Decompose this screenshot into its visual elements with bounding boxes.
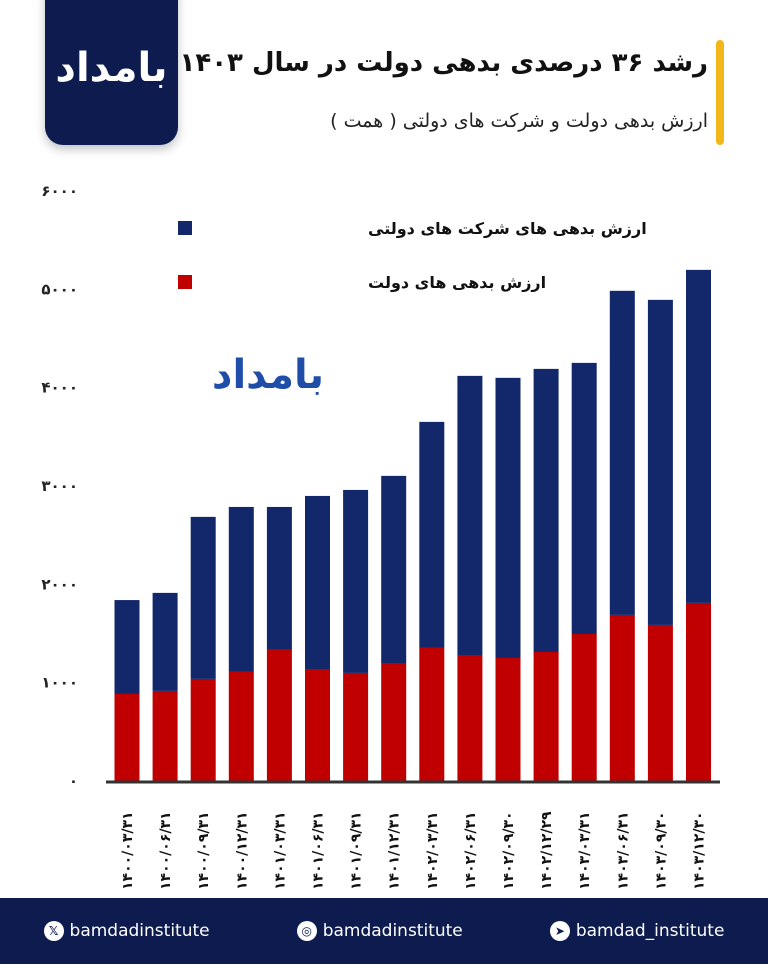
y-tick-label: ۲۰۰۰ xyxy=(41,575,78,593)
bar-companies xyxy=(152,592,178,691)
bar-companies xyxy=(190,516,216,679)
bar-government xyxy=(419,647,445,781)
bar-companies xyxy=(571,362,597,634)
x-tick-label: ۱۴۰۰/۰۶/۳۱ xyxy=(158,811,174,890)
bar-government xyxy=(266,649,292,781)
y-tick-label: ۶۰۰۰ xyxy=(41,182,78,200)
bar-government xyxy=(381,663,407,781)
x-tick-label: ۱۴۰۱/۰۹/۳۱ xyxy=(349,811,365,890)
x-tick-label: ۱۴۰۰/۰۹/۳۱ xyxy=(196,811,212,890)
instagram-icon: ◎ xyxy=(296,921,317,941)
x-tick-label: ۱۴۰۱/۱۲/۳۱ xyxy=(387,811,403,890)
bar-companies xyxy=(609,290,635,615)
x-tick-label: ۱۴۰۳/۰۶/۳۱ xyxy=(615,811,631,890)
logo: بامداد xyxy=(45,0,178,145)
bar-companies xyxy=(266,506,292,650)
y-tick-label: ۰ xyxy=(69,772,78,790)
bar-government xyxy=(343,672,369,781)
bar-government xyxy=(571,633,597,781)
x-tick-label: ۱۴۰۰/۱۲/۳۱ xyxy=(234,811,250,890)
legend-label: ارزش بدهی های شرکت های دولتی xyxy=(368,219,647,238)
x-tick-label: ۱۴۰۳/۰۹/۳۰ xyxy=(653,811,669,890)
bar-government xyxy=(457,655,483,781)
logo-text: بامداد xyxy=(55,44,169,91)
bar-government xyxy=(228,671,254,781)
bar-companies xyxy=(647,299,673,625)
x-tick-label: ۱۴۰۰/۰۳/۳۱ xyxy=(120,811,136,890)
bar-government xyxy=(114,693,140,781)
bar-government xyxy=(190,678,216,781)
y-tick-label: ۵۰۰۰ xyxy=(41,280,78,298)
y-tick-label: ۱۰۰۰ xyxy=(41,674,78,692)
bar-companies xyxy=(228,506,254,672)
watermark-logo: بامداد xyxy=(212,352,324,398)
bar-companies xyxy=(686,269,711,603)
bar-companies xyxy=(381,475,407,663)
bar-companies xyxy=(305,495,330,669)
bar-companies xyxy=(495,377,521,658)
handle: bamdad_institute xyxy=(575,921,725,941)
y-tick-label: ۴۰۰۰ xyxy=(41,379,78,397)
x-tick-label: ۱۴۰۲/۰۶/۳۱ xyxy=(463,811,479,890)
x-tick-label: ۱۴۰۱/۰۶/۳۱ xyxy=(311,811,327,890)
legend-swatch xyxy=(178,221,192,235)
bar-government xyxy=(609,614,635,781)
x-tick-label: ۱۴۰۱/۰۳/۳۱ xyxy=(272,811,288,890)
x-icon: 𝕏 xyxy=(43,921,64,941)
social-telegram[interactable]: ➤ bamdad_institute xyxy=(549,921,725,941)
accent-bar xyxy=(716,40,724,145)
handle: bamdadinstitute xyxy=(322,921,463,941)
handle: bamdadinstitute xyxy=(69,921,210,941)
bar-government xyxy=(152,690,178,781)
bar-government xyxy=(647,624,673,781)
bar-companies xyxy=(343,489,369,673)
x-tick-label: ۱۴۰۳/۱۲/۳۰ xyxy=(692,811,708,890)
page-title: رشد ۳۶ درصدی بدهی دولت در سال ۱۴۰۳ xyxy=(179,48,708,78)
legend-swatch xyxy=(178,275,192,289)
telegram-icon: ➤ xyxy=(549,921,570,941)
y-tick-label: ۳۰۰۰ xyxy=(41,477,78,495)
x-tick-label: ۱۴۰۲/۰۹/۳۰ xyxy=(501,811,517,890)
x-tick-label: ۱۴۰۲/۰۳/۳۱ xyxy=(425,811,441,890)
bar-companies xyxy=(114,600,140,694)
x-tick-label: ۱۴۰۳/۰۳/۳۱ xyxy=(577,811,593,890)
bar-government xyxy=(305,668,330,781)
legend-label: ارزش بدهی های دولت xyxy=(368,273,546,292)
social-instagram[interactable]: ◎ bamdadinstitute xyxy=(296,921,463,941)
bar-companies xyxy=(533,368,559,652)
x-tick-label: ۱۴۰۲/۱۲/۲۹ xyxy=(539,811,555,890)
bar-government xyxy=(533,651,559,781)
bar-government xyxy=(686,602,711,781)
bar-companies xyxy=(457,375,483,656)
stacked-bar-chart: ۰ ۱۰۰۰ ۲۰۰۰ ۳۰۰۰ ۴۰۰۰ ۵۰۰۰ ۶۰۰۰ بامداد ۱۴۰۰/۰۳/۳… xyxy=(41,182,720,890)
bar-companies xyxy=(419,421,445,648)
page-subtitle: ارزش بدهی دولت و شرکت های دولتی ( همت ) xyxy=(330,110,708,132)
bar-government xyxy=(495,657,521,781)
